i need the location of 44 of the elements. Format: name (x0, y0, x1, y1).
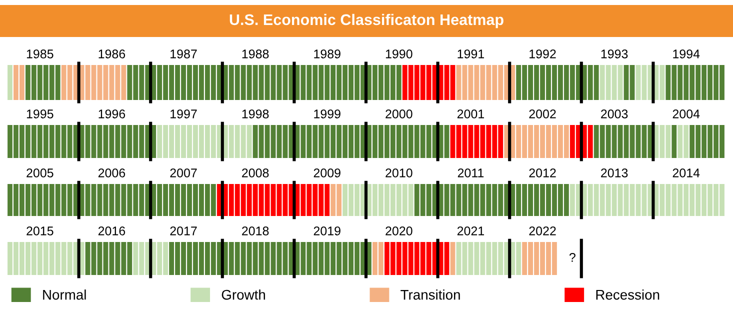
x-tick-label: 1988 (242, 50, 269, 58)
x-tick-label: 2008 (242, 168, 269, 178)
x-tick-label: 2001 (457, 110, 484, 118)
x-tick-label: 2013 (601, 168, 628, 178)
x-tick-label: 2007 (170, 168, 197, 178)
x-tick-label: 1999 (314, 110, 340, 118)
x-tick-label: 2003 (601, 110, 628, 118)
x-tick-label: 1991 (458, 50, 484, 58)
x-tick-label: 1987 (170, 50, 197, 58)
x-tick-label: 2021 (457, 226, 484, 236)
x-tick-label: 1993 (601, 50, 628, 58)
x-tick-label: 1986 (98, 50, 126, 58)
x-tick-label: 2010 (386, 168, 412, 178)
x-tick-label: 2012 (529, 168, 556, 178)
x-tick-label: 2019 (314, 226, 340, 236)
legend-label: Growth (222, 289, 265, 300)
x-tick-label: 1996 (98, 110, 126, 118)
legend-label: Recession (596, 289, 660, 300)
x-tick-label: 1990 (386, 50, 412, 58)
x-tick-label: 1985 (26, 50, 54, 58)
x-tick-label: 2020 (386, 226, 412, 236)
annotation: ? (569, 253, 576, 262)
x-tick-label: 2009 (314, 168, 340, 178)
x-tick-label: 2005 (26, 168, 54, 178)
x-tick-label: 1997 (170, 110, 197, 118)
x-tick-label: 2017 (170, 226, 197, 236)
legend-label: Normal (43, 289, 86, 300)
x-tick-label: 1994 (673, 50, 700, 58)
x-tick-label: 2018 (242, 226, 269, 236)
x-tick-label: 2016 (98, 226, 126, 236)
x-tick-label: 1995 (26, 110, 54, 118)
x-tick-label: 1989 (314, 50, 340, 58)
x-tick-label: 1992 (530, 50, 556, 58)
x-tick-label: 2014 (672, 168, 700, 178)
x-tick-label: 2000 (386, 110, 412, 118)
x-tick-label: 2015 (26, 226, 54, 236)
x-tick-label: 1998 (242, 110, 269, 118)
x-tick-label: 2004 (672, 110, 700, 118)
legend-label: Transition (400, 289, 460, 300)
x-tick-label: 2006 (98, 168, 126, 178)
x-tick-label: 2002 (529, 110, 556, 118)
x-tick-label: 2022 (529, 226, 556, 236)
x-tick-label: 2011 (458, 168, 484, 178)
chart-title: U.S. Economic Classificaton Heatmap (230, 14, 504, 28)
